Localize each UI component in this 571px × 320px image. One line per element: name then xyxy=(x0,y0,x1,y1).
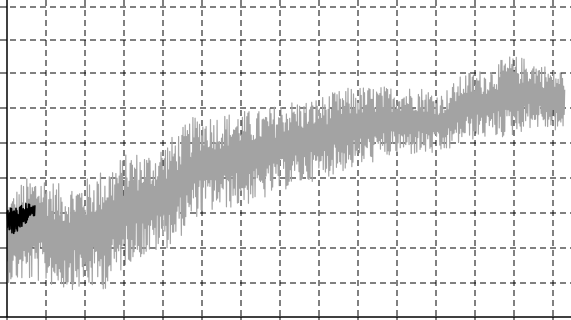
series-line-0 xyxy=(6,56,566,290)
series-line-1 xyxy=(6,202,36,235)
series-layer xyxy=(6,56,566,290)
